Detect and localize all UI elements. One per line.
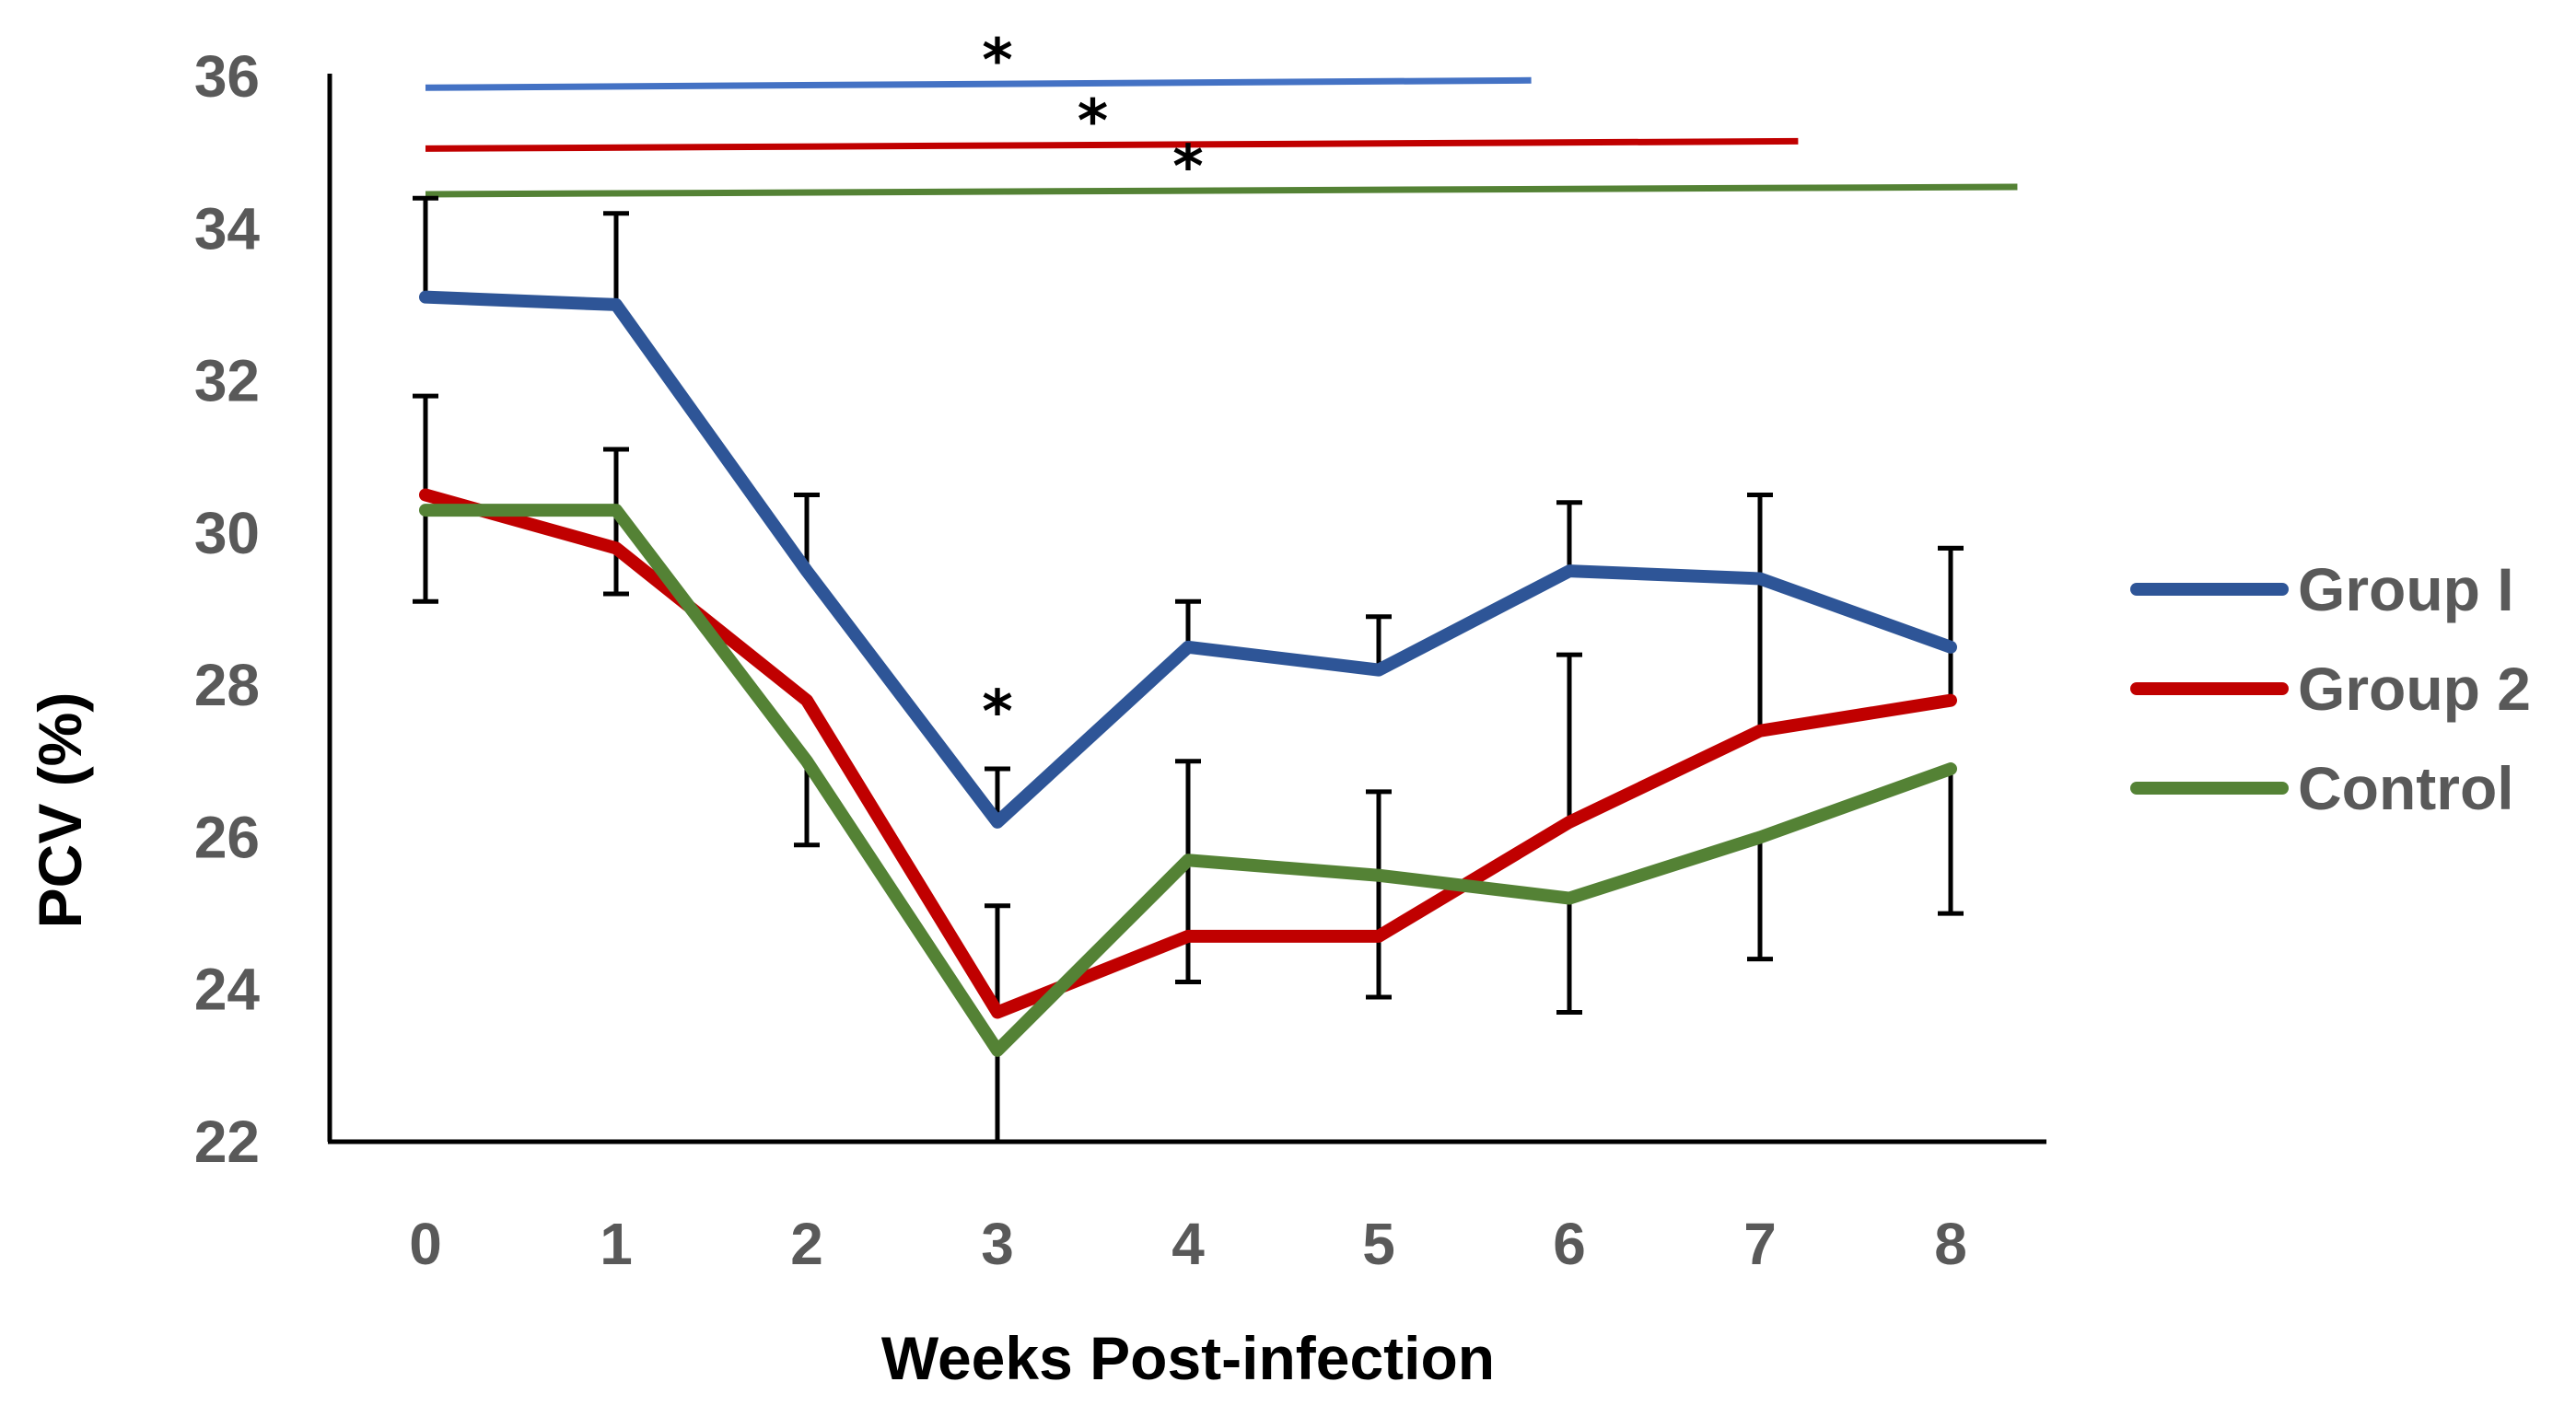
- series-line-group-i: [419, 290, 1957, 829]
- significance-star: *: [982, 27, 1012, 95]
- y-tick-label: 36: [194, 43, 260, 110]
- y-tick-label: 26: [194, 804, 260, 870]
- y-tick-label: 28: [194, 652, 260, 718]
- y-tick-label: 24: [194, 957, 261, 1023]
- significance-star: *: [1078, 87, 1108, 156]
- significance-star: *: [1172, 134, 1203, 202]
- y-tick-label: 22: [194, 1109, 260, 1175]
- x-tick-label: 6: [1553, 1211, 1586, 1277]
- y-tick-label: 34: [194, 195, 261, 261]
- significance-line: [425, 183, 2018, 198]
- significance-line: [425, 76, 1532, 91]
- legend: Group I Group 2 Control: [2130, 555, 2531, 822]
- error-bars: [413, 195, 1964, 1144]
- y-tick-label: 32: [194, 348, 260, 414]
- significance-lines: * * *: [425, 27, 2018, 202]
- x-tick-label: 8: [1934, 1211, 1967, 1277]
- x-axis-ticks: 0 1 2 3 4 5 6 7 8: [409, 1211, 1967, 1277]
- legend-label: Control: [2298, 754, 2514, 822]
- x-axis-title: Weeks Post-infection: [881, 1324, 1495, 1392]
- x-tick-label: 2: [790, 1211, 823, 1277]
- y-axis-title: PCV (%): [26, 692, 94, 929]
- legend-label: Group 2: [2298, 655, 2531, 723]
- x-tick-label: 4: [1171, 1211, 1205, 1277]
- series-lines: [419, 290, 1957, 1057]
- x-tick-label: 3: [981, 1211, 1014, 1277]
- x-tick-label: 7: [1743, 1211, 1777, 1277]
- annotation-star: *: [982, 679, 1012, 747]
- annotations: *: [982, 679, 1012, 747]
- significance-line: [425, 137, 1799, 152]
- y-axis-ticks: 22 24 26 28 30 32 34 36: [194, 43, 261, 1175]
- axes: [327, 74, 2046, 1144]
- y-tick-label: 30: [194, 500, 260, 566]
- series-line-control: [419, 504, 1957, 1057]
- x-tick-label: 0: [409, 1211, 442, 1277]
- x-tick-label: 5: [1362, 1211, 1395, 1277]
- x-tick-label: 1: [600, 1211, 633, 1277]
- legend-label: Group I: [2298, 555, 2514, 623]
